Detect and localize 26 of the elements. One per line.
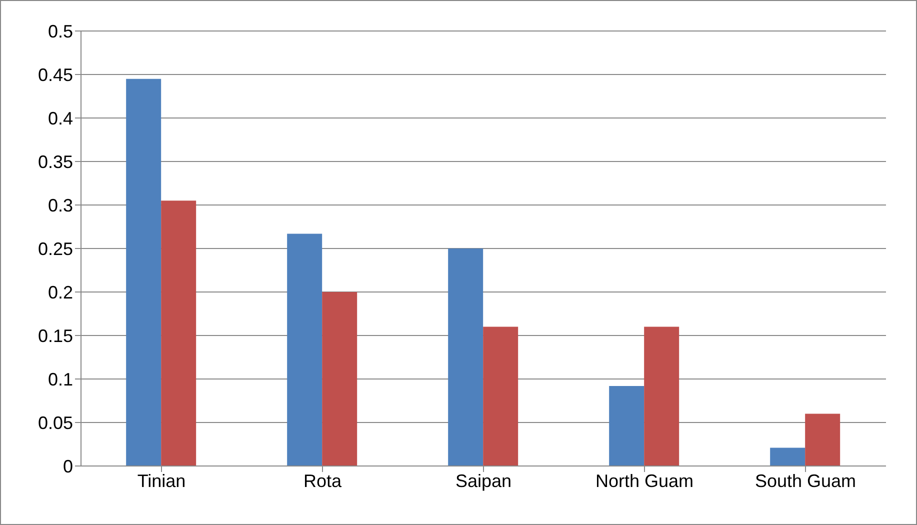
y-tick-label: 0 <box>62 456 73 476</box>
bar <box>483 326 518 466</box>
x-tick-label: Rota <box>303 470 342 491</box>
bar <box>126 78 162 466</box>
x-tick-label: North Guam <box>595 470 694 491</box>
x-tick-label: Saipan <box>455 470 512 491</box>
bar <box>161 200 196 466</box>
y-tick-label: 0.2 <box>48 282 73 302</box>
y-tick-label: 0.4 <box>48 108 73 128</box>
y-tick-label: 0.15 <box>38 326 73 346</box>
y-tick-label: 0.5 <box>48 21 73 42</box>
y-tick-label: 0.05 <box>38 412 73 433</box>
y-tick-label: 0.1 <box>48 369 73 390</box>
bar <box>644 326 680 466</box>
y-tick-label: 0.45 <box>38 64 73 85</box>
bar <box>805 414 840 466</box>
bar <box>609 386 644 466</box>
bar <box>287 234 322 466</box>
y-tick-label: 0.35 <box>38 152 73 172</box>
x-tick-label: South Guam <box>754 470 856 491</box>
y-tick-label: 0.3 <box>48 195 73 216</box>
bar <box>322 292 358 466</box>
bar <box>770 448 806 466</box>
x-tick-label: Tinian <box>137 470 186 491</box>
bar <box>448 248 484 466</box>
y-tick-label: 0.25 <box>38 238 73 259</box>
